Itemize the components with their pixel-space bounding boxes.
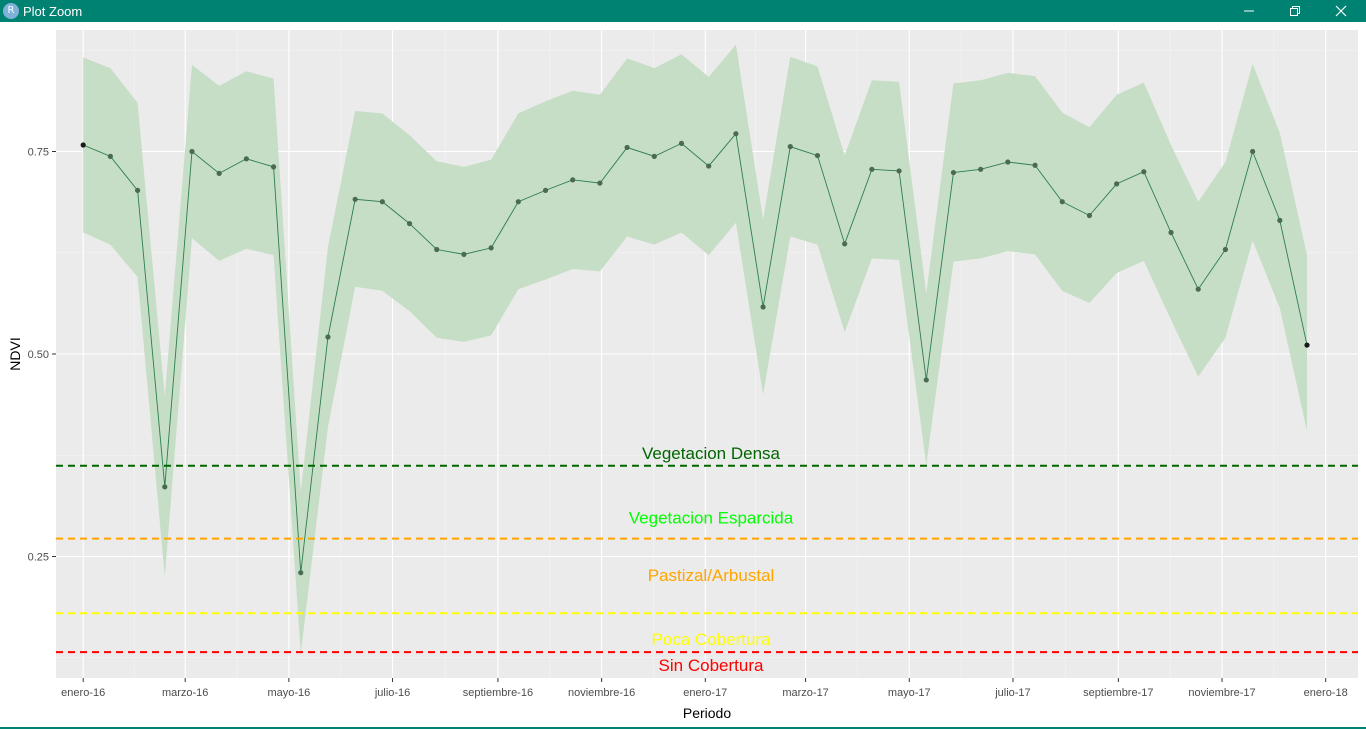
ndvi-point bbox=[107, 153, 113, 159]
ndvi-point bbox=[434, 246, 440, 253]
x-tick-label: marzo-17 bbox=[782, 687, 828, 699]
x-tick-label: mayo-17 bbox=[888, 687, 931, 699]
ndvi-point bbox=[379, 199, 385, 205]
title-bar: R Plot Zoom bbox=[0, 0, 1366, 22]
x-tick-label: marzo-16 bbox=[162, 687, 208, 699]
ndvi-chart: Vegetacion Densa Vegetacion Esparcida Past… bbox=[7, 30, 1358, 721]
ndvi-point bbox=[488, 245, 494, 251]
ndvi-point bbox=[1005, 159, 1011, 165]
ndvi-point bbox=[1086, 212, 1093, 219]
x-axis-ticks: enero-16 marzo-16 mayo-16 julio-16 septiembr… bbox=[61, 678, 1348, 699]
ndvi-point bbox=[896, 168, 902, 174]
ndvi-confidence-band bbox=[83, 44, 1308, 654]
close-button[interactable] bbox=[1318, 0, 1364, 22]
ndvi-point bbox=[134, 187, 141, 193]
x-tick-label: noviembre-16 bbox=[568, 687, 635, 699]
maximize-button[interactable] bbox=[1272, 0, 1318, 22]
ndvi-point bbox=[515, 199, 521, 205]
window-title: Plot Zoom bbox=[23, 4, 83, 19]
y-axis-title: NDVI bbox=[7, 337, 23, 370]
x-tick-label: septiembre-16 bbox=[463, 687, 533, 699]
reference-lines: Vegetacion Densa Vegetacion Esparcida Past… bbox=[56, 444, 1358, 675]
ndvi-point bbox=[298, 570, 304, 576]
ndvi-point bbox=[1195, 286, 1201, 292]
ndvi-point bbox=[1277, 217, 1283, 223]
ndvi-point bbox=[1250, 148, 1256, 155]
ndvi-point bbox=[923, 377, 929, 383]
reference-label: Vegetacion Esparcida bbox=[629, 509, 794, 528]
y-axis-ticks: 0.25 0.50 0.75 bbox=[28, 147, 56, 564]
reference-label: Sin Cobertura bbox=[659, 656, 764, 675]
ndvi-point bbox=[189, 148, 195, 155]
ndvi-point bbox=[216, 170, 222, 176]
x-tick-label: mayo-16 bbox=[267, 687, 310, 699]
ndvi-point bbox=[542, 187, 549, 193]
x-tick-label: julio-16 bbox=[374, 687, 410, 699]
ndvi-point bbox=[678, 140, 685, 146]
ndvi-point bbox=[352, 196, 358, 202]
ndvi-point bbox=[869, 166, 875, 172]
reference-label: Vegetacion Densa bbox=[642, 444, 781, 463]
ndvi-point bbox=[80, 142, 86, 148]
r-logo-icon: R bbox=[3, 3, 19, 19]
ndvi-point bbox=[624, 144, 630, 151]
ndvi-point bbox=[950, 169, 957, 176]
ndvi-point bbox=[1059, 199, 1065, 205]
ndvi-point bbox=[162, 484, 168, 490]
ndvi-point bbox=[461, 251, 467, 257]
ndvi-point bbox=[651, 153, 657, 159]
ndvi-series-line bbox=[83, 132, 1308, 573]
ndvi-point bbox=[325, 334, 331, 340]
x-tick-label: enero-16 bbox=[61, 687, 105, 699]
ndvi-point bbox=[270, 164, 277, 170]
ndvi-point bbox=[814, 152, 821, 159]
x-tick-label: noviembre-17 bbox=[1188, 687, 1255, 699]
maximize-icon bbox=[1290, 6, 1300, 16]
ndvi-point bbox=[1304, 342, 1310, 348]
x-tick-label: enero-18 bbox=[1304, 687, 1348, 699]
ndvi-point bbox=[406, 220, 413, 227]
x-axis-title: Periodo bbox=[683, 705, 731, 721]
y-tick-label: 0.50 bbox=[28, 349, 49, 361]
ndvi-point bbox=[1114, 181, 1120, 187]
ndvi-point bbox=[978, 166, 984, 172]
y-tick-label: 0.25 bbox=[28, 552, 49, 564]
ndvi-point bbox=[1168, 229, 1174, 236]
minimize-button[interactable] bbox=[1226, 0, 1272, 22]
bottom-border bbox=[0, 727, 1366, 729]
ndvi-point bbox=[1141, 169, 1147, 175]
minimize-icon bbox=[1244, 10, 1254, 12]
ndvi-point bbox=[243, 156, 249, 162]
ndvi-point bbox=[1222, 246, 1229, 253]
close-icon bbox=[1335, 5, 1347, 17]
y-tick-label: 0.75 bbox=[28, 147, 49, 159]
ndvi-point bbox=[760, 304, 766, 310]
ndvi-point bbox=[842, 241, 848, 247]
ndvi-point bbox=[733, 131, 739, 137]
ndvi-point bbox=[706, 163, 712, 169]
x-tick-label: julio-17 bbox=[994, 687, 1030, 699]
reference-label: Pastizal/Arbustal bbox=[648, 566, 775, 585]
x-tick-label: septiembre-17 bbox=[1083, 687, 1153, 699]
ndvi-point bbox=[570, 177, 576, 183]
ndvi-point bbox=[1032, 162, 1038, 168]
reference-label: Poca Cobertura bbox=[651, 630, 771, 649]
ndvi-point bbox=[597, 180, 603, 186]
ndvi-points bbox=[80, 131, 1310, 576]
ndvi-point bbox=[787, 144, 793, 150]
x-tick-label: enero-17 bbox=[683, 687, 727, 699]
